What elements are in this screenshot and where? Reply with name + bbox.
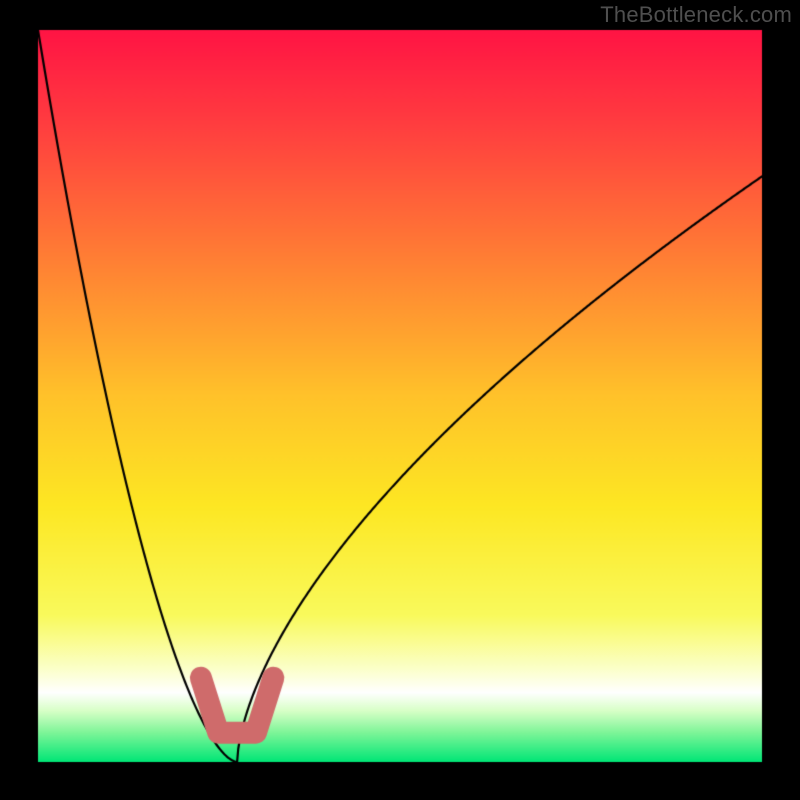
chart-container: TheBottleneck.com bbox=[0, 0, 800, 800]
bottleneck-chart-canvas bbox=[0, 0, 800, 800]
watermark-text: TheBottleneck.com bbox=[600, 2, 792, 28]
